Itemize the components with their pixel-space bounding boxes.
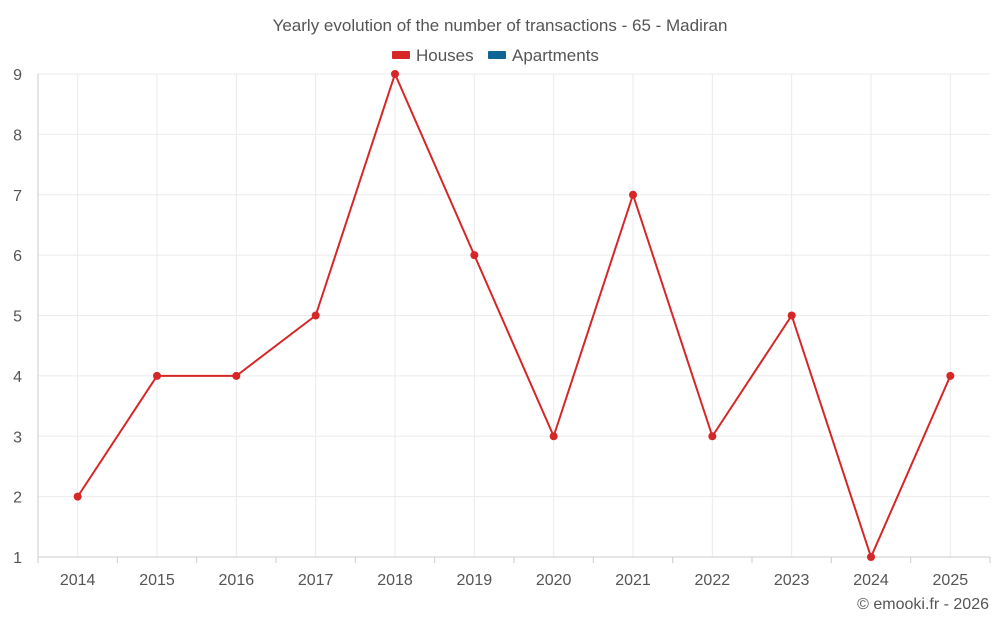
y-tick-label: 4 [13,369,22,386]
data-point-houses-2019[interactable] [470,251,479,260]
axes [37,74,991,563]
y-tick-label: 1 [13,550,22,567]
x-tick-label: 2015 [139,572,175,589]
y-tick-label: 3 [13,429,22,446]
legend-label-houses: Houses [416,46,474,65]
x-tick-label: 2023 [774,572,810,589]
legend-swatch-apartments [488,51,506,59]
data-point-houses-2020[interactable] [549,432,558,441]
data-point-houses-2017[interactable] [311,311,320,320]
legend-item-apartments[interactable]: Apartments [488,46,599,65]
y-tick-label: 5 [13,309,22,326]
data-point-houses-2024[interactable] [867,553,875,561]
x-tick-label: 2014 [60,572,96,589]
credit-text: © emooki.fr - 2026 [857,596,989,613]
x-tick-label: 2025 [933,572,969,589]
data-point-houses-2025[interactable] [946,371,955,380]
series-lines [76,73,952,558]
legend-item-houses[interactable]: Houses [392,46,474,65]
y-gridlines [38,73,990,498]
legend: Houses Apartments [392,46,599,65]
x-tick-label: 2022 [695,572,731,589]
chart-title: Yearly evolution of the number of transa… [273,16,728,35]
x-tick-label: 2017 [298,572,334,589]
x-tick-label: 2021 [615,572,651,589]
x-tick-label: 2024 [853,572,889,589]
data-point-houses-2021[interactable] [629,190,637,199]
data-point-houses-2014[interactable] [73,492,82,501]
data-point-houses-2018[interactable] [391,70,399,78]
data-point-houses-2022[interactable] [708,432,717,441]
y-tick-labels: 1 2 3 4 5 6 7 8 9 [13,67,22,567]
y-tick-label: 9 [13,67,22,84]
x-tick-label: 2016 [219,572,255,589]
y-tick-label: 2 [13,490,22,507]
y-tick-label: 6 [13,248,22,265]
legend-label-apartments: Apartments [512,46,599,65]
x-tick-label: 2020 [536,572,572,589]
legend-swatch-houses [392,51,410,59]
x-tick-labels: 2014 2015 2016 2017 2018 2019 2020 2021 2022 2023… [60,572,968,589]
data-point-houses-2016[interactable] [232,371,241,380]
data-point-houses-2023[interactable] [787,311,796,320]
y-tick-label: 7 [13,188,22,205]
series-points [73,70,955,561]
x-tick-label: 2018 [377,572,413,589]
x-tick-label: 2019 [457,572,493,589]
series-line-houses [76,73,952,558]
data-point-houses-2015[interactable] [153,371,161,380]
y-tick-label: 8 [13,127,22,144]
